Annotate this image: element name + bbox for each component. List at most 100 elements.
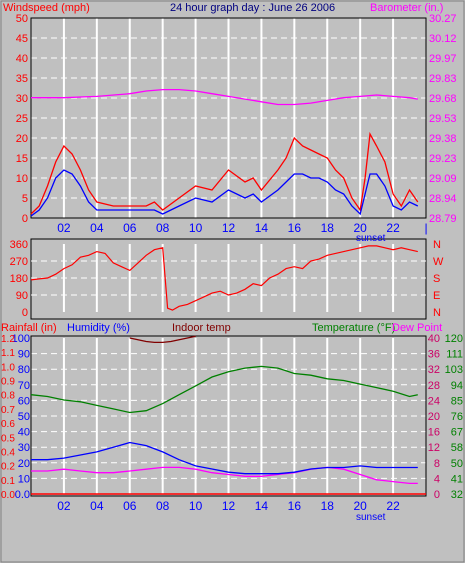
temp-x-tick: 18 xyxy=(321,499,335,513)
temperature-line xyxy=(30,365,418,414)
compass-y-tick: S xyxy=(433,273,440,285)
wind-y-tick: 50 xyxy=(16,13,28,25)
temp-x-tick: 10 xyxy=(189,499,203,513)
direction-series xyxy=(30,245,418,311)
celsius-y-tick: 24 xyxy=(428,395,440,407)
wind-x-tick: 18 xyxy=(321,221,335,235)
celsius-y-tick: 4 xyxy=(434,473,440,485)
rain-y-tick: 1.2 xyxy=(1,334,15,345)
compass-y-tick: W xyxy=(433,256,444,268)
temp-x-tick: 16 xyxy=(288,499,302,513)
wind-plot-border xyxy=(30,17,427,219)
wind-x-tick: 14 xyxy=(255,221,269,235)
wind-y-tick: 35 xyxy=(16,73,28,85)
wind-x-tick: 22 xyxy=(386,221,400,235)
direction-y-tick: 360 xyxy=(10,239,28,251)
temp-x-tick: 14 xyxy=(255,499,269,513)
wind-y-tick: 20 xyxy=(16,133,28,145)
wind-x-tick: 08 xyxy=(156,221,170,235)
wind-x-tick: 12 xyxy=(222,221,236,235)
humidity-y-tick: 100 xyxy=(12,333,30,345)
humidity-y-tick: 0.0 xyxy=(15,489,30,501)
celsius-y-tick: 20 xyxy=(428,411,440,423)
wind-x-tick: 06 xyxy=(123,221,137,235)
celsius-y-tick: 0 xyxy=(434,489,440,501)
barometer-line xyxy=(31,88,418,106)
barometer-y-tick: 29.09 xyxy=(429,173,457,185)
wind-x-tick: 20 xyxy=(353,221,367,235)
rain-y-tick: 0.8 xyxy=(1,391,15,402)
barometer-y-tick: 28.79 xyxy=(429,213,457,225)
wind-x-tick: 04 xyxy=(90,221,104,235)
wind-y-tick: 5 xyxy=(22,193,28,205)
barometer-y-tick: 29.68 xyxy=(429,93,457,105)
humidity-line xyxy=(31,441,418,475)
barometer-y-tick: 28.94 xyxy=(429,193,457,205)
humidity-y-tick: 40 xyxy=(18,427,30,439)
barometer-y-tick: 29.97 xyxy=(429,53,457,65)
wind-x-tick: 02 xyxy=(57,221,71,235)
celsius-y-tick: 32 xyxy=(428,364,440,376)
fahrenheit-y-tick: 103 xyxy=(445,364,463,376)
rain-y-tick: 1.1 xyxy=(1,348,15,359)
wind-series xyxy=(30,88,419,217)
barometer-y-tick: 29.53 xyxy=(429,113,457,125)
rain-y-tick: 0.2 xyxy=(1,462,15,473)
compass-y-tick: E xyxy=(433,290,440,302)
wind-y-tick: 0 xyxy=(22,213,28,225)
direction-line xyxy=(30,245,418,311)
temp-ticks: 0.01020304050607080901000.00.10.20.40.50… xyxy=(1,333,463,513)
chart-title: 24 hour graph day : June 26 2006 xyxy=(170,2,335,14)
wind-y-tick: 40 xyxy=(16,53,28,65)
fahrenheit-y-tick: 32 xyxy=(451,489,463,501)
wind-y-tick: 30 xyxy=(16,93,28,105)
celsius-y-tick: 8 xyxy=(434,458,440,470)
dewpoint-line xyxy=(31,466,418,485)
humidity-y-tick: 60 xyxy=(18,395,30,407)
temp-x-tick: 04 xyxy=(90,499,104,513)
temp-x-tick: 02 xyxy=(57,499,71,513)
sunset-label-top: sunset xyxy=(356,233,386,244)
direction-y-tick: 0 xyxy=(22,307,28,319)
celsius-y-tick: 40 xyxy=(428,333,440,345)
fahrenheit-y-tick: 50 xyxy=(451,458,463,470)
celsius-y-tick: 16 xyxy=(428,427,440,439)
wind-y-tick: 10 xyxy=(16,173,28,185)
temp-grid xyxy=(31,338,426,494)
rain-y-tick: 1.0 xyxy=(1,362,15,373)
fahrenheit-y-tick: 67 xyxy=(451,427,463,439)
fahrenheit-y-tick: 120 xyxy=(445,333,463,345)
barometer-y-tick: 29.23 xyxy=(429,153,457,165)
humidity-y-tick: 30 xyxy=(18,442,30,454)
wind-y-tick: 25 xyxy=(16,113,28,125)
barometer-y-tick: 29.83 xyxy=(429,73,457,85)
wind-avg-line xyxy=(30,169,419,217)
rain-y-tick: 0.0 xyxy=(1,490,15,501)
direction-y-tick: 270 xyxy=(10,256,28,268)
humidity-y-tick: 80 xyxy=(18,364,30,376)
compass-y-tick: N xyxy=(433,239,441,251)
temp-x-tick: 20 xyxy=(353,499,367,513)
windspeed-label: Windspeed (mph) xyxy=(3,2,90,14)
celsius-y-tick: 28 xyxy=(428,380,440,392)
humidity-y-tick: 70 xyxy=(18,380,30,392)
wind-gust-line xyxy=(30,131,419,215)
temp-x-tick: 08 xyxy=(156,499,170,513)
celsius-y-tick: 12 xyxy=(428,442,440,454)
fahrenheit-y-tick: 85 xyxy=(451,395,463,407)
fahrenheit-y-tick: 76 xyxy=(451,411,463,423)
humidity-y-tick: 10 xyxy=(18,473,30,485)
temperature-label: Temperature (°F) xyxy=(312,322,395,334)
direction-y-tick: 90 xyxy=(16,290,28,302)
wind-y-tick: 15 xyxy=(16,153,28,165)
humidity-y-tick: 50 xyxy=(18,411,30,423)
barometer-y-tick: 30.12 xyxy=(429,33,457,45)
rain-y-tick: 0.5 xyxy=(1,433,15,444)
barometer-label: Barometer (in.) xyxy=(370,2,443,14)
fahrenheit-y-tick: 41 xyxy=(451,473,463,485)
temp-x-tick: 06 xyxy=(123,499,137,513)
dewpoint-label: Dew Point xyxy=(392,322,442,334)
sunset-label-bottom: sunset xyxy=(356,512,386,523)
compass-y-tick: N xyxy=(433,307,441,319)
